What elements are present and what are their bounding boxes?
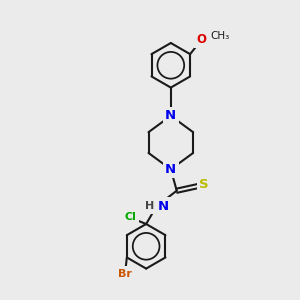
Text: Br: Br — [118, 269, 132, 279]
Text: N: N — [165, 163, 176, 176]
Text: S: S — [199, 178, 209, 191]
Text: N: N — [158, 200, 169, 213]
Text: O: O — [196, 33, 206, 46]
Text: CH₃: CH₃ — [210, 31, 230, 41]
Text: H: H — [145, 201, 154, 211]
Text: Cl: Cl — [125, 212, 136, 222]
Text: N: N — [165, 109, 176, 122]
